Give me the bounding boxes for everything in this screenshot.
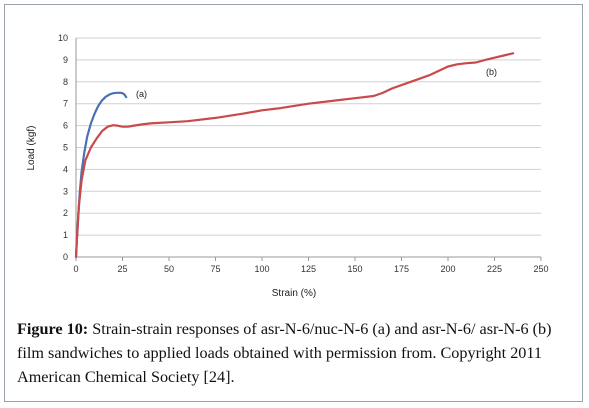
y-tick-label-2: 2 (63, 208, 68, 218)
x-tick-label-8: 200 (440, 264, 455, 274)
x-tick-label-6: 150 (347, 264, 362, 274)
strain-load-chart: 0 25 50 75 100 125 150 175 200 225 250 0 1 2 3 4 5 6 7 8 9 1… (26, 33, 549, 299)
figure-frame (4, 4, 583, 402)
y-tick-label-8: 8 (63, 77, 68, 87)
y-tick-label-4: 4 (63, 164, 68, 174)
axes (75, 38, 542, 261)
x-tick-label-3: 75 (210, 264, 220, 274)
y-tick-label-10: 10 (58, 33, 68, 43)
figure-caption-label: Figure 10: (17, 320, 89, 338)
x-tick-label-7: 175 (394, 264, 409, 274)
figure-caption-text: Strain-strain responses of asr-N-6/nuc-N… (17, 320, 552, 386)
series-lines (74, 52, 515, 259)
x-tick-label-1: 25 (117, 264, 127, 274)
y-axis-title: Load (kgf) (26, 125, 37, 170)
y-tick-label-3: 3 (63, 186, 68, 196)
y-tick-label-5: 5 (63, 143, 68, 153)
y-tick-label-6: 6 (63, 121, 68, 131)
series-label-b: (b) (486, 67, 497, 77)
series-label-a: (a) (136, 89, 147, 99)
y-tick-labels: 0 1 2 3 4 5 6 7 8 9 10 (58, 33, 68, 262)
x-tick-label-2: 50 (164, 264, 174, 274)
x-axis-title: Strain (%) (272, 288, 316, 299)
y-tick-label-9: 9 (63, 55, 68, 65)
figure-caption: Figure 10: Strain-strain responses of as… (17, 317, 577, 389)
x-tick-label-9: 225 (487, 264, 502, 274)
x-tick-label-10: 250 (533, 264, 548, 274)
x-tick-label-5: 125 (301, 264, 316, 274)
x-tick-labels: 0 25 50 75 100 125 150 175 200 225 250 (73, 264, 548, 274)
y-tick-label-7: 7 (63, 99, 68, 109)
series-line-b (74, 52, 515, 259)
y-tick-label-0: 0 (63, 252, 68, 262)
y-tick-label-1: 1 (63, 230, 68, 240)
x-tick-label-4: 100 (254, 264, 269, 274)
x-tick-label-0: 0 (73, 264, 78, 274)
gridlines (76, 37, 541, 236)
